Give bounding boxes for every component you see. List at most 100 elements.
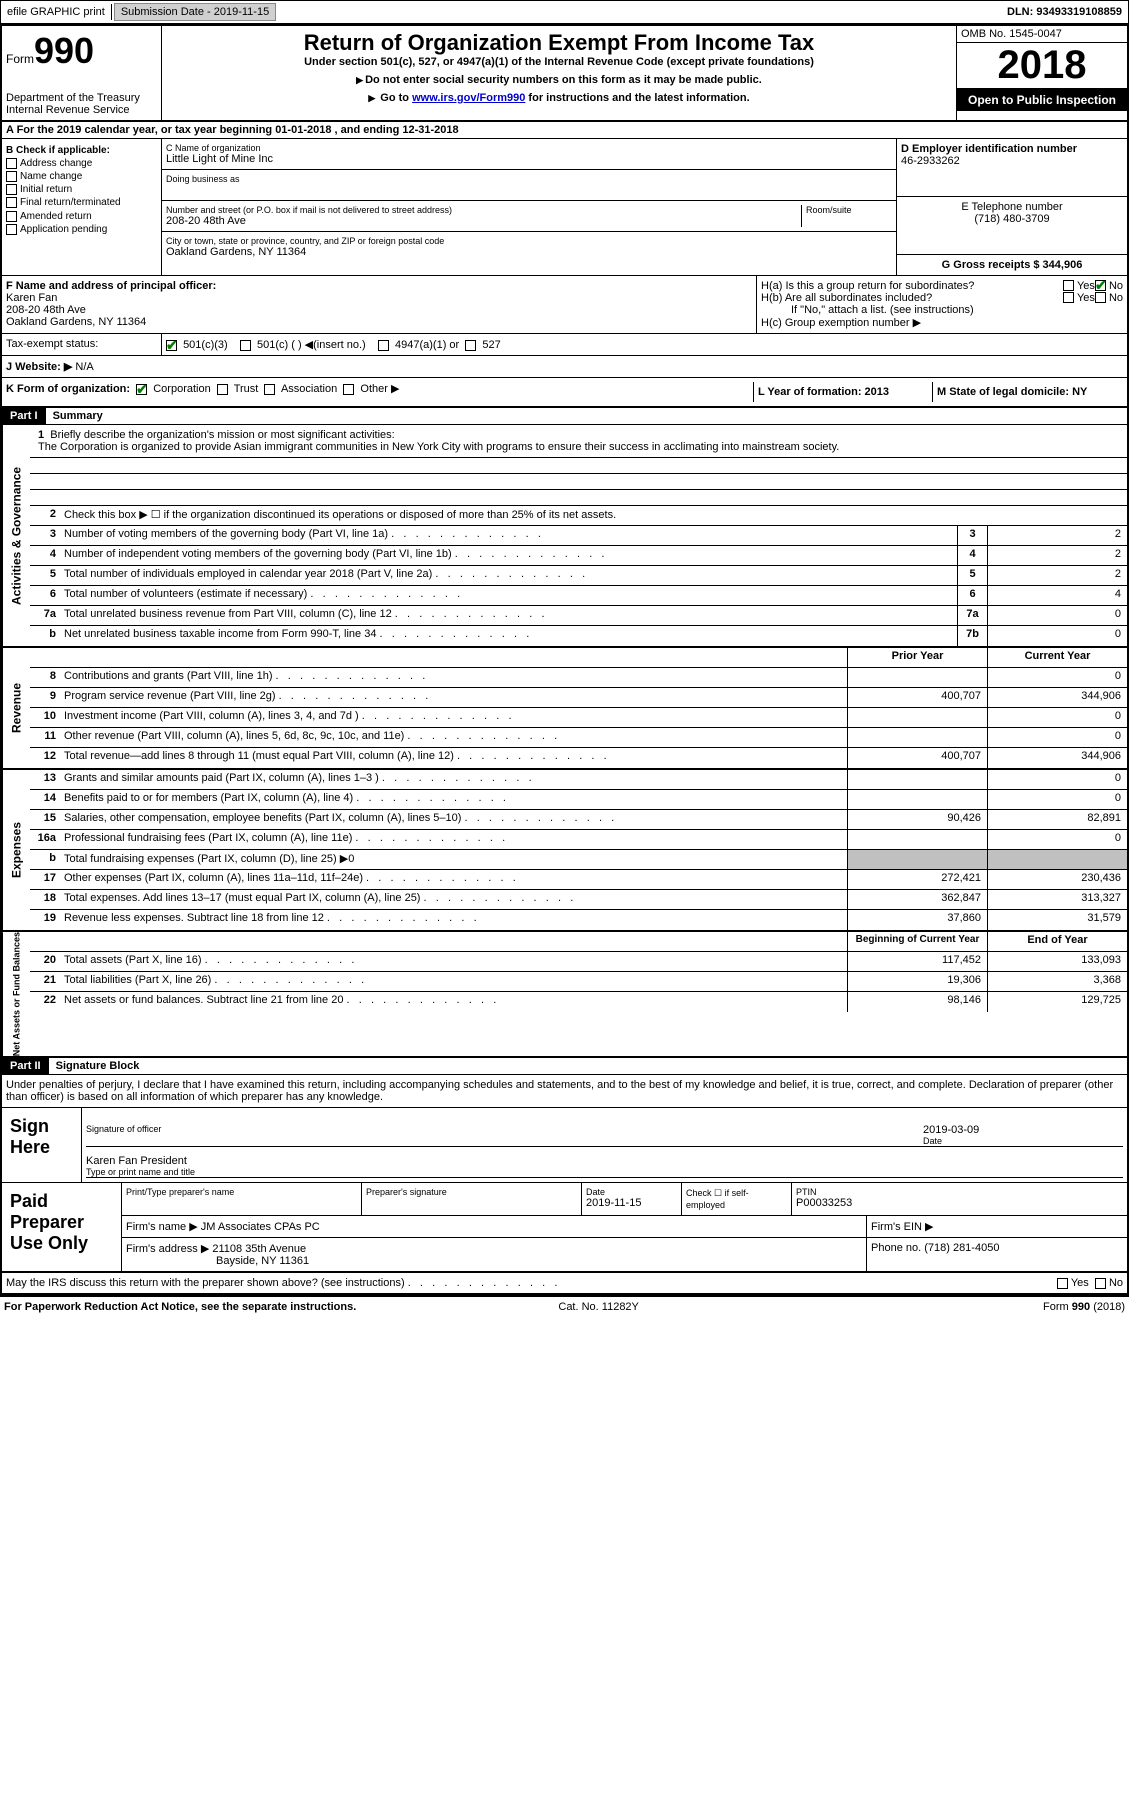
dba-label: Doing business as xyxy=(166,174,892,184)
line-3-value: 2 xyxy=(987,526,1127,545)
officer-label: F Name and address of principal officer: xyxy=(6,280,216,292)
line-16a-current: 0 xyxy=(987,830,1127,849)
line-20-prior: 117,452 xyxy=(847,952,987,971)
line-10-text: Investment income (Part VIII, column (A)… xyxy=(60,708,847,727)
cb-527[interactable] xyxy=(465,340,476,351)
line-16a-prior xyxy=(847,830,987,849)
line-2: Check this box ▶ ☐ if the organization d… xyxy=(60,506,1127,525)
line-18-text: Total expenses. Add lines 13–17 (must eq… xyxy=(60,890,847,909)
col-d-e-g: D Employer identification number 46-2933… xyxy=(897,139,1127,275)
street-address: 208-20 48th Ave xyxy=(166,215,797,227)
tax-status-label: Tax-exempt status: xyxy=(6,338,98,350)
dept-label: Department of the Treasury xyxy=(6,92,157,104)
prep-sig-label: Preparer's signature xyxy=(366,1187,577,1197)
form-org-label: K Form of organization: xyxy=(6,383,130,395)
irs-label: Internal Revenue Service xyxy=(6,104,157,116)
org-name: Little Light of Mine Inc xyxy=(166,153,892,165)
end-year-hdr: End of Year xyxy=(987,932,1127,951)
cb-4947[interactable] xyxy=(378,340,389,351)
city-state-zip: Oakland Gardens, NY 11364 xyxy=(166,246,892,258)
cb-501c[interactable] xyxy=(240,340,251,351)
line-7a-box: 7a xyxy=(957,606,987,625)
firm-ein-label: Firm's EIN ▶ xyxy=(867,1216,1127,1237)
hb-note: If "No," attach a list. (see instruction… xyxy=(761,304,1123,316)
col-h-group: H(a) Is this a group return for subordin… xyxy=(757,276,1127,333)
line-6-box: 6 xyxy=(957,586,987,605)
line-6-value: 4 xyxy=(987,586,1127,605)
hb-label: H(b) Are all subordinates included? xyxy=(761,292,1063,304)
mission-label: Briefly describe the organization's miss… xyxy=(50,429,394,441)
line-15-prior: 90,426 xyxy=(847,810,987,829)
line-5-text: Total number of individuals employed in … xyxy=(60,566,957,585)
cb-final-return[interactable] xyxy=(6,197,17,208)
cb-pending[interactable] xyxy=(6,224,17,235)
line-12-prior: 400,707 xyxy=(847,748,987,768)
cb-ha-yes[interactable] xyxy=(1063,280,1074,291)
col-f-officer: F Name and address of principal officer:… xyxy=(2,276,757,333)
line-4-text: Number of independent voting members of … xyxy=(60,546,957,565)
prep-check-label: Check ☐ if self-employed xyxy=(686,1188,749,1210)
line-6-text: Total number of volunteers (estimate if … xyxy=(60,586,957,605)
ein-value: 46-2933262 xyxy=(901,155,1123,167)
sign-here-block: Sign Here Signature of officer 2019-03-0… xyxy=(2,1108,1127,1183)
cat-no: Cat. No. 11282Y xyxy=(558,1301,639,1313)
line-8-text: Contributions and grants (Part VIII, lin… xyxy=(60,668,847,687)
line-11-text: Other revenue (Part VIII, column (A), li… xyxy=(60,728,847,747)
line-10-prior xyxy=(847,708,987,727)
cb-trust[interactable] xyxy=(217,384,228,395)
ein-label: D Employer identification number xyxy=(901,143,1077,155)
row-k-l-m: K Form of organization: Corporation Trus… xyxy=(2,378,1127,408)
header-right: OMB No. 1545-0047 2018 Open to Public In… xyxy=(957,26,1127,120)
cb-address-change[interactable] xyxy=(6,158,17,169)
line-17-text: Other expenses (Part IX, column (A), lin… xyxy=(60,870,847,889)
line-14-prior xyxy=(847,790,987,809)
cb-hb-yes[interactable] xyxy=(1063,292,1074,303)
cb-hb-no[interactable] xyxy=(1095,292,1106,303)
form-header: Form990 Department of the Treasury Inter… xyxy=(2,26,1127,122)
line-14-current: 0 xyxy=(987,790,1127,809)
line-14-text: Benefits paid to or for members (Part IX… xyxy=(60,790,847,809)
ptin-label: PTIN xyxy=(796,1187,1123,1197)
cb-name-change[interactable] xyxy=(6,171,17,182)
sig-date: 2019-03-09 xyxy=(923,1124,1123,1136)
cb-amended[interactable] xyxy=(6,211,17,222)
cb-assoc[interactable] xyxy=(264,384,275,395)
ha-label: H(a) Is this a group return for subordin… xyxy=(761,280,1063,292)
subtitle-2: Do not enter social security numbers on … xyxy=(365,74,762,86)
prior-year-hdr: Prior Year xyxy=(847,648,987,667)
cb-corp[interactable] xyxy=(136,384,147,395)
line-13-current: 0 xyxy=(987,770,1127,789)
cb-discuss-yes[interactable] xyxy=(1057,1278,1068,1289)
cb-ha-no[interactable] xyxy=(1095,280,1106,291)
pra-notice: For Paperwork Reduction Act Notice, see … xyxy=(4,1301,356,1313)
firm-phone: Phone no. (718) 281-4050 xyxy=(867,1238,1127,1271)
line-4-box: 4 xyxy=(957,546,987,565)
public-inspection: Open to Public Inspection xyxy=(957,89,1127,111)
cb-other[interactable] xyxy=(343,384,354,395)
instructions-link[interactable]: www.irs.gov/Form990 xyxy=(412,92,525,104)
line-9-current: 344,906 xyxy=(987,688,1127,707)
line-15-current: 82,891 xyxy=(987,810,1127,829)
sign-here-label: Sign Here xyxy=(2,1108,82,1182)
sig-date-label: Date xyxy=(923,1136,1123,1146)
line-9-prior: 400,707 xyxy=(847,688,987,707)
line-17-current: 230,436 xyxy=(987,870,1127,889)
exp-tab: Expenses xyxy=(2,770,30,930)
firm-addr2: Bayside, NY 11361 xyxy=(126,1255,862,1267)
firm-name: JM Associates CPAs PC xyxy=(201,1221,320,1233)
officer-addr1: 208-20 48th Ave xyxy=(6,304,752,316)
omb-number: OMB No. 1545-0047 xyxy=(957,26,1127,43)
sig-officer-label: Signature of officer xyxy=(86,1124,923,1134)
cb-discuss-no[interactable] xyxy=(1095,1278,1106,1289)
submission-button[interactable]: Submission Date - 2019-11-15 xyxy=(114,3,276,21)
line-18-current: 313,327 xyxy=(987,890,1127,909)
top-bar: efile GRAPHIC print Submission Date - 20… xyxy=(0,0,1129,24)
line-10-current: 0 xyxy=(987,708,1127,727)
firm-addr1: 21108 35th Avenue xyxy=(212,1243,306,1255)
line-19-current: 31,579 xyxy=(987,910,1127,930)
header-center: Return of Organization Exempt From Incom… xyxy=(162,26,957,120)
firm-addr-label: Firm's address ▶ xyxy=(126,1243,209,1255)
cb-initial-return[interactable] xyxy=(6,184,17,195)
cb-501c3[interactable] xyxy=(166,340,177,351)
prep-date-label: Date xyxy=(586,1187,677,1197)
